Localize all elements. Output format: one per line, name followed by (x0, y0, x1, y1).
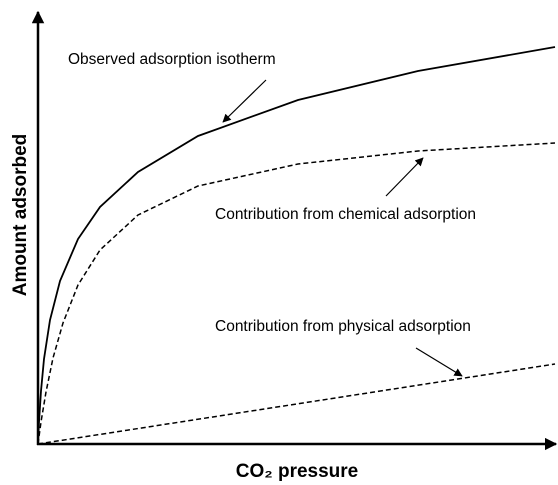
physical-curve (37, 363, 556, 445)
y-axis-label: Amount adsorbed (10, 134, 31, 297)
arrow (222, 79, 267, 123)
chemical-curve (37, 142, 556, 445)
annotation: Observed adsorption isotherm (68, 51, 276, 68)
x-axis-label: CO₂ pressure (236, 461, 359, 482)
arrow (385, 157, 424, 197)
observed-curve (37, 46, 556, 445)
annotation: Contribution from physical adsorption (215, 318, 471, 335)
annotation: Contribution from chemical adsorption (215, 206, 476, 223)
arrow (415, 347, 463, 377)
